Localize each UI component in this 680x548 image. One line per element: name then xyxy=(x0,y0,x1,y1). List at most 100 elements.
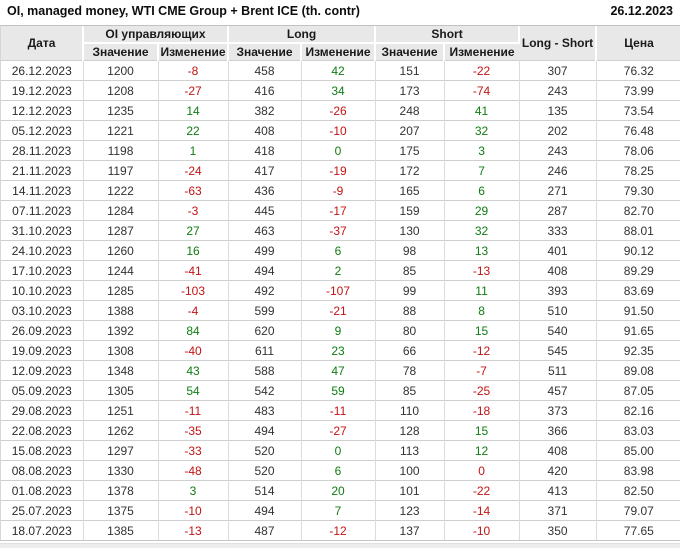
cell-oi: 1235 xyxy=(83,100,159,121)
cell-oi-chg: 43 xyxy=(158,360,229,381)
cell-long-chg: -37 xyxy=(301,220,376,241)
cell-date: 31.10.2023 xyxy=(1,220,84,241)
cell-oi: 1208 xyxy=(83,80,159,101)
cell-price: 82.70 xyxy=(596,200,680,221)
cell-price: 82.16 xyxy=(596,400,680,421)
cell-long-chg: 0 xyxy=(301,140,376,161)
cell-long-short: 373 xyxy=(519,400,597,421)
cell-short-chg: 15 xyxy=(444,420,520,441)
cell-long-short: 246 xyxy=(519,160,597,181)
table-row: 26.09.2023 1392 84 620 9 80 15 540 91.65 xyxy=(1,320,680,341)
table-row: 05.09.2023 1305 54 542 59 85 -25 457 87.05 xyxy=(1,380,680,401)
cell-date: 22.08.2023 xyxy=(1,420,84,441)
cell-long-chg: -19 xyxy=(301,160,376,181)
cell-short: 78 xyxy=(375,360,445,381)
cell-short-chg: 32 xyxy=(444,220,520,241)
cell-oi: 1222 xyxy=(83,180,159,201)
cell-short-chg: -14 xyxy=(444,500,520,521)
cell-date: 15.08.2023 xyxy=(1,440,84,461)
cell-date: 19.09.2023 xyxy=(1,340,84,361)
cell-price: 76.48 xyxy=(596,120,680,141)
cell-long-short: 511 xyxy=(519,360,597,381)
cell-price: 78.25 xyxy=(596,160,680,181)
cell-short: 110 xyxy=(375,400,445,421)
cell-short-chg: -10 xyxy=(444,520,520,540)
cell-oi-chg: -8 xyxy=(158,60,229,81)
cell-oi: 1388 xyxy=(83,300,159,321)
cell-oi-chg: -11 xyxy=(158,400,229,421)
cot-table-container: Дата OI управляющих Long Short Long - Sh… xyxy=(0,25,680,541)
cot-table: Дата OI управляющих Long Short Long - Sh… xyxy=(1,26,680,540)
cell-date: 01.08.2023 xyxy=(1,480,84,501)
cell-price: 73.99 xyxy=(596,80,680,101)
cell-long-chg: 7 xyxy=(301,500,376,521)
cell-oi-chg: -63 xyxy=(158,180,229,201)
cell-long-chg: -21 xyxy=(301,300,376,321)
cell-short: 80 xyxy=(375,320,445,341)
cell-date: 18.07.2023 xyxy=(1,520,84,540)
cell-long: 408 xyxy=(228,120,302,141)
cell-short: 85 xyxy=(375,260,445,281)
table-head: Дата OI управляющих Long Short Long - Sh… xyxy=(1,26,680,61)
cell-date: 26.09.2023 xyxy=(1,320,84,341)
cell-price: 89.08 xyxy=(596,360,680,381)
cell-long-short: 243 xyxy=(519,140,597,161)
cell-date: 12.12.2023 xyxy=(1,100,84,121)
cell-long-chg: 9 xyxy=(301,320,376,341)
cell-long-short: 366 xyxy=(519,420,597,441)
cell-long-chg: -9 xyxy=(301,180,376,201)
cell-long: 417 xyxy=(228,160,302,181)
col-subheader-short-change: Изменение xyxy=(444,43,520,61)
cell-long-short: 243 xyxy=(519,80,597,101)
cell-price: 83.03 xyxy=(596,420,680,441)
cell-oi: 1198 xyxy=(83,140,159,161)
cell-long: 492 xyxy=(228,280,302,301)
cell-date: 21.11.2023 xyxy=(1,160,84,181)
cell-long: 520 xyxy=(228,440,302,461)
col-header-long-group: Long xyxy=(228,26,377,44)
cell-price: 92.35 xyxy=(596,340,680,361)
table-row: 12.09.2023 1348 43 588 47 78 -7 511 89.08 xyxy=(1,360,680,381)
cell-oi-chg: 54 xyxy=(158,380,229,401)
cell-long: 445 xyxy=(228,200,302,221)
cell-date: 07.11.2023 xyxy=(1,200,84,221)
cell-price: 90.12 xyxy=(596,240,680,261)
cell-long: 611 xyxy=(228,340,302,361)
cell-price: 82.50 xyxy=(596,480,680,501)
cell-oi: 1287 xyxy=(83,220,159,241)
cell-short-chg: 8 xyxy=(444,300,520,321)
cell-date: 03.10.2023 xyxy=(1,300,84,321)
cell-short-chg: 6 xyxy=(444,180,520,201)
cell-long-short: 135 xyxy=(519,100,597,121)
cell-long: 458 xyxy=(228,60,302,81)
cell-long-short: 408 xyxy=(519,440,597,461)
cell-short: 173 xyxy=(375,80,445,101)
table-row: 19.12.2023 1208 -27 416 34 173 -74 243 73.99 xyxy=(1,80,680,101)
cell-long: 520 xyxy=(228,460,302,481)
cell-oi-chg: -13 xyxy=(158,520,229,540)
cell-oi-chg: -33 xyxy=(158,440,229,461)
table-row: 29.08.2023 1251 -11 483 -11 110 -18 373 82.16 xyxy=(1,400,680,421)
cell-oi: 1244 xyxy=(83,260,159,281)
cell-long: 514 xyxy=(228,480,302,501)
cell-short: 165 xyxy=(375,180,445,201)
cell-long-short: 413 xyxy=(519,480,597,501)
cell-long: 418 xyxy=(228,140,302,161)
cell-short-chg: -18 xyxy=(444,400,520,421)
bottom-scrollbar-track[interactable] xyxy=(0,543,680,548)
cell-short-chg: -22 xyxy=(444,60,520,81)
table-row: 28.11.2023 1198 1 418 0 175 3 243 78.06 xyxy=(1,140,680,161)
cell-oi-chg: -40 xyxy=(158,340,229,361)
cell-long-short: 420 xyxy=(519,460,597,481)
cell-date: 05.09.2023 xyxy=(1,380,84,401)
cell-long-short: 350 xyxy=(519,520,597,540)
cell-short-chg: -74 xyxy=(444,80,520,101)
cell-long-chg: -11 xyxy=(301,400,376,421)
cell-oi-chg: 27 xyxy=(158,220,229,241)
cell-long: 494 xyxy=(228,260,302,281)
cell-long-short: 393 xyxy=(519,280,597,301)
cell-short: 101 xyxy=(375,480,445,501)
table-row: 19.09.2023 1308 -40 611 23 66 -12 545 92.35 xyxy=(1,340,680,361)
cell-long-chg: 23 xyxy=(301,340,376,361)
cell-long-chg: 47 xyxy=(301,360,376,381)
